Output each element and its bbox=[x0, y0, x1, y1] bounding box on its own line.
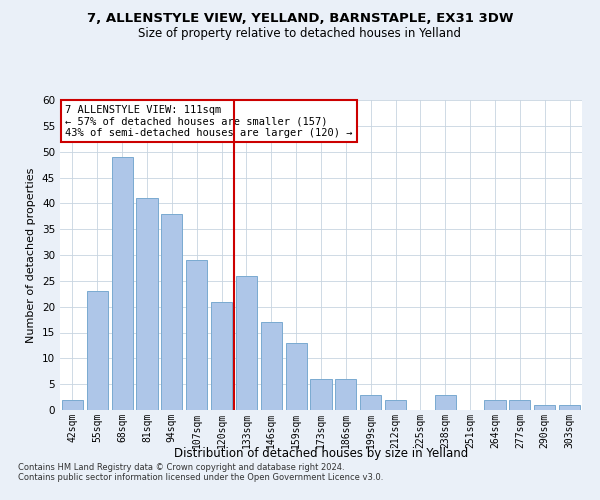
Bar bbox=[310, 379, 332, 410]
Bar bbox=[136, 198, 158, 410]
Y-axis label: Number of detached properties: Number of detached properties bbox=[26, 168, 37, 342]
Bar bbox=[484, 400, 506, 410]
Bar bbox=[435, 394, 456, 410]
Bar bbox=[559, 405, 580, 410]
Bar bbox=[112, 157, 133, 410]
Bar bbox=[186, 260, 207, 410]
Text: Distribution of detached houses by size in Yelland: Distribution of detached houses by size … bbox=[174, 448, 468, 460]
Text: Contains public sector information licensed under the Open Government Licence v3: Contains public sector information licen… bbox=[18, 474, 383, 482]
Bar bbox=[211, 302, 232, 410]
Text: Contains HM Land Registry data © Crown copyright and database right 2024.: Contains HM Land Registry data © Crown c… bbox=[18, 464, 344, 472]
Text: Size of property relative to detached houses in Yelland: Size of property relative to detached ho… bbox=[139, 28, 461, 40]
Text: 7 ALLENSTYLE VIEW: 111sqm
← 57% of detached houses are smaller (157)
43% of semi: 7 ALLENSTYLE VIEW: 111sqm ← 57% of detac… bbox=[65, 104, 353, 138]
Bar bbox=[236, 276, 257, 410]
Text: 7, ALLENSTYLE VIEW, YELLAND, BARNSTAPLE, EX31 3DW: 7, ALLENSTYLE VIEW, YELLAND, BARNSTAPLE,… bbox=[87, 12, 513, 26]
Bar bbox=[261, 322, 282, 410]
Bar bbox=[385, 400, 406, 410]
Bar bbox=[161, 214, 182, 410]
Bar bbox=[286, 343, 307, 410]
Bar bbox=[335, 379, 356, 410]
Bar bbox=[87, 291, 108, 410]
Bar bbox=[62, 400, 83, 410]
Bar bbox=[534, 405, 555, 410]
Bar bbox=[509, 400, 530, 410]
Bar bbox=[360, 394, 381, 410]
